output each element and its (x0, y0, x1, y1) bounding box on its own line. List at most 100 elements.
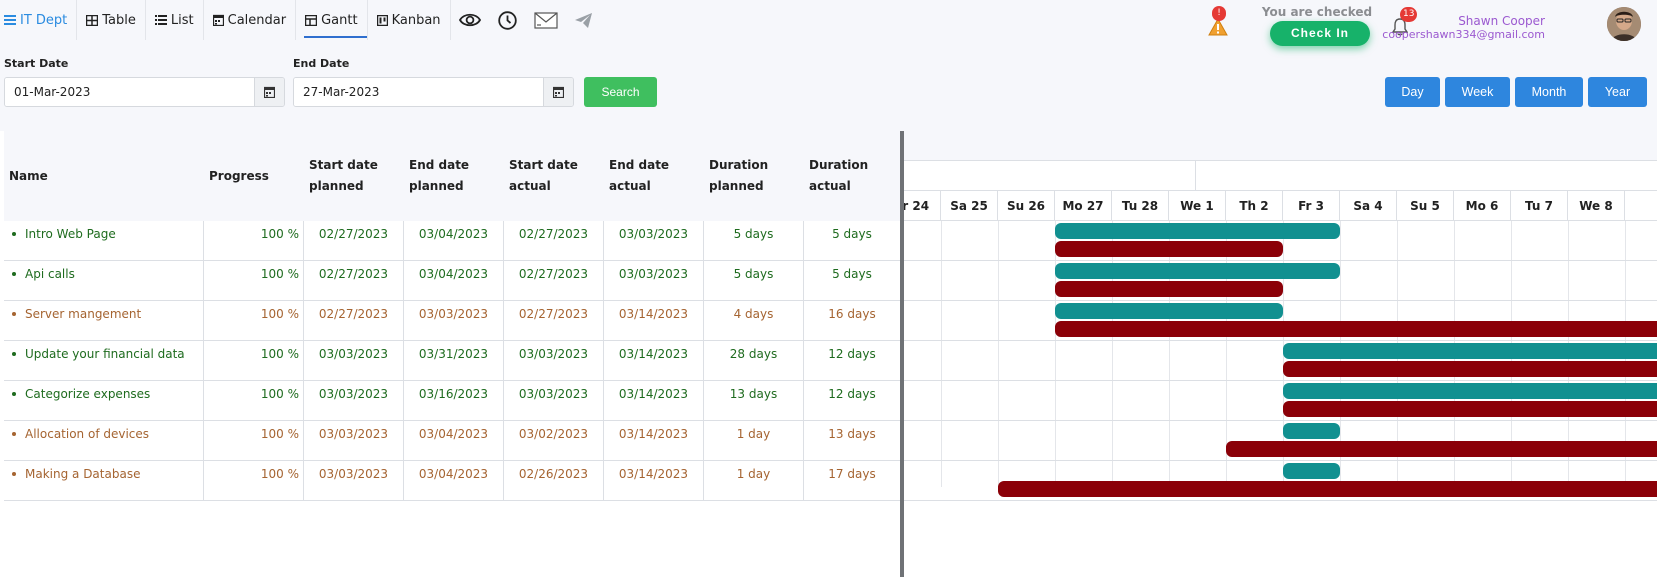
task-start-planned: 03/03/2023 (318, 387, 389, 401)
actual-bar[interactable] (1055, 321, 1657, 337)
task-dur-planned-cell: 5 days (704, 261, 804, 301)
task-start-actual-cell: 03/03/2023 (504, 381, 604, 421)
user-name[interactable]: Shawn Cooper (1458, 14, 1545, 28)
task-end-actual-cell: 03/14/2023 (604, 341, 704, 381)
scale-week-button[interactable]: Week (1445, 77, 1510, 107)
alert-button[interactable]: ! (1208, 6, 1230, 36)
task-name: Intro Web Page (25, 227, 116, 241)
planned-bar[interactable] (1283, 463, 1340, 479)
task-progress-cell: 100 % (204, 421, 304, 461)
scale-day-button[interactable]: Day (1385, 77, 1440, 107)
task-name-cell[interactable]: Intro Web Page (4, 221, 204, 261)
actual-bar[interactable] (1055, 281, 1283, 297)
eye-icon (458, 13, 481, 27)
day-label: Tu 28 (1112, 191, 1169, 221)
task-progress: 100 % (260, 227, 299, 241)
actual-bar[interactable] (1226, 441, 1657, 457)
start-date-calendar-button[interactable] (254, 78, 284, 106)
actual-bar[interactable] (1283, 401, 1657, 417)
nav-calendar[interactable]: Calendar (204, 0, 297, 40)
task-start-actual-cell: 02/27/2023 (504, 301, 604, 341)
table-row[interactable]: Update your financial data 100 % 03/03/202… (4, 341, 900, 381)
actual-bar[interactable] (1283, 361, 1657, 377)
table-row[interactable]: Allocation of devices 100 % 03/03/2023 03/0… (4, 421, 900, 461)
actual-bar[interactable] (1055, 241, 1283, 257)
start-date-input[interactable] (5, 78, 255, 106)
row-gridline (904, 380, 1657, 381)
planned-bar[interactable] (1283, 383, 1657, 399)
table-row[interactable]: Categorize expenses 100 % 03/03/2023 03/16/… (4, 381, 900, 421)
send-button[interactable] (565, 0, 603, 40)
end-date-input[interactable] (294, 78, 544, 106)
watch-toggle[interactable] (451, 0, 489, 40)
nav-kanban[interactable]: Kanban (368, 0, 451, 40)
table-row[interactable]: Api calls 100 % 02/27/2023 03/04/2023 02/27/… (4, 261, 900, 301)
email-button[interactable] (527, 0, 565, 40)
col-header-progress[interactable]: Progress (209, 168, 269, 183)
history-button[interactable] (489, 0, 527, 40)
scale-year-button[interactable]: Year (1588, 77, 1647, 107)
task-name-cell[interactable]: Api calls (4, 261, 204, 301)
task-name-cell[interactable]: Categorize expenses (4, 381, 204, 421)
view-nav: IT Dept Table List Calendar Gantt Kanban (0, 0, 603, 40)
task-dur-actual: 12 days (828, 347, 876, 361)
notifications-button[interactable]: 13 (1390, 7, 1418, 36)
bullet-icon (12, 352, 16, 356)
calendar-icon (264, 86, 276, 98)
table-row[interactable]: Intro Web Page 100 % 02/27/2023 03/04/2023 0… (4, 221, 900, 261)
task-name-cell[interactable]: Server mangement (4, 301, 204, 341)
avatar[interactable] (1607, 7, 1641, 41)
task-name-cell[interactable]: Allocation of devices (4, 421, 204, 461)
planned-bar[interactable] (1055, 223, 1340, 239)
day-label: Tu 7 (1511, 191, 1568, 221)
nav-gantt[interactable]: Gantt (296, 0, 368, 40)
task-name-cell[interactable]: Update your financial data (4, 341, 204, 381)
day-gridline (941, 221, 942, 487)
nav-table[interactable]: Table (77, 0, 146, 40)
planned-bar[interactable] (1055, 303, 1283, 319)
planned-bar[interactable] (1283, 423, 1340, 439)
paper-plane-icon (575, 12, 593, 28)
planned-bar[interactable] (1055, 263, 1340, 279)
col-header-duration-planned[interactable]: Duration planned (709, 158, 769, 193)
day-label: Su 5 (1397, 191, 1454, 221)
task-start-actual: 02/27/2023 (518, 227, 589, 241)
table-row[interactable]: Making a Database 100 % 03/03/2023 03/04/20… (4, 461, 900, 501)
col-header-end-planned[interactable]: End date planned (409, 158, 470, 193)
bullet-icon (12, 272, 16, 276)
day-gridline (1112, 221, 1113, 487)
nav-list[interactable]: List (146, 0, 204, 40)
task-dur-actual: 5 days (832, 227, 872, 241)
nav-brand-label: IT Dept (20, 12, 68, 28)
day-label: Th 2 (1226, 191, 1283, 221)
nav-brand-it-dept[interactable]: IT Dept (0, 0, 78, 40)
table-row[interactable]: Server mangement 100 % 02/27/2023 03/03/202… (4, 301, 900, 341)
col-header-start-planned[interactable]: Start date planned (309, 158, 378, 193)
nav-list-label: List (170, 12, 194, 28)
grid-resizer[interactable] (900, 131, 904, 577)
task-end-planned: 03/04/2023 (418, 267, 489, 281)
col-header-start-actual[interactable]: Start date actual (509, 158, 578, 193)
task-name-cell[interactable]: Making a Database (4, 461, 204, 501)
task-progress: 100 % (260, 347, 299, 361)
task-progress-cell: 100 % (204, 461, 304, 501)
check-in-button[interactable]: Check In (1270, 21, 1370, 46)
alert-badge: ! (1212, 6, 1226, 21)
task-name: Update your financial data (25, 347, 185, 361)
col-header-end-actual[interactable]: End date actual (609, 158, 670, 193)
scale-month-button[interactable]: Month (1515, 77, 1583, 107)
task-name: Making a Database (25, 467, 141, 481)
actual-bar[interactable] (998, 481, 1657, 497)
start-date-picker (4, 77, 285, 107)
task-start-planned-cell: 03/03/2023 (304, 421, 404, 461)
col-header-duration-actual[interactable]: Duration actual (809, 158, 869, 193)
task-dur-actual: 13 days (828, 427, 876, 441)
planned-bar[interactable] (1283, 343, 1657, 359)
end-date-calendar-button[interactable] (543, 78, 573, 106)
bullet-icon (12, 312, 16, 316)
task-start-actual: 03/03/2023 (518, 387, 589, 401)
col-header-name[interactable]: Name (9, 168, 48, 183)
task-start-actual-cell: 02/27/2023 (504, 261, 604, 301)
task-end-planned-cell: 03/31/2023 (404, 341, 504, 381)
search-button[interactable]: Search (584, 77, 657, 107)
